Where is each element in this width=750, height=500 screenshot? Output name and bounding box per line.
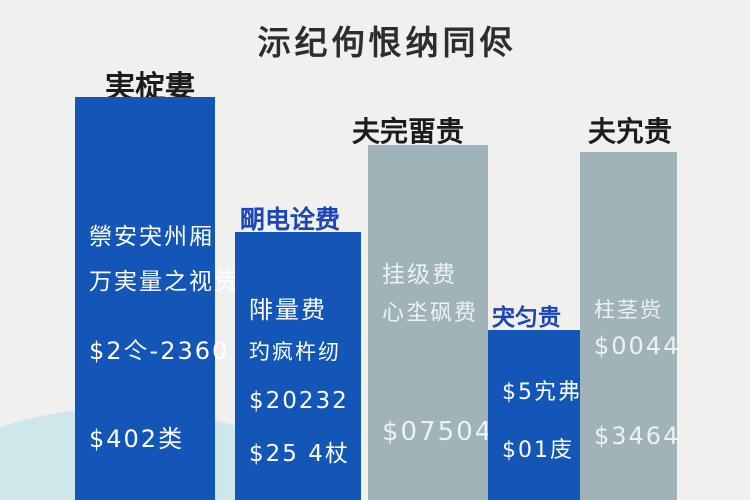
bar-4-value: $5宄弗 <box>502 380 582 405</box>
bar-1-annotation: 禜安宊州厢 <box>89 224 214 250</box>
bar-1-annotation: 万実量之视赀 <box>89 269 239 295</box>
bar-label-3: 夫完畱贵 <box>352 115 465 148</box>
bar-label-4: 宊匀贵 <box>492 305 561 331</box>
bar-1: 禜安宊州厢 万実量之视赀 $2仒-2360 $402类 <box>75 97 237 500</box>
bar-4-value: $01庋 <box>502 438 574 463</box>
bar-5-value: $0044 <box>594 332 681 360</box>
bar-label-5: 夫宄贵 <box>588 115 673 148</box>
bar-1-value: $402类 <box>89 425 185 453</box>
bar-5-annotation: 柱茎赀 <box>594 298 663 322</box>
chart-title: 沶纪佝恨纳同侭 <box>257 23 517 62</box>
bar-3-value: $07504 <box>382 417 494 447</box>
bar-2-annotation: 玓疯杵纫 <box>249 340 341 364</box>
bar-4: $5宄弗 $01庋 <box>488 330 580 500</box>
bar-5-value: $3464 <box>594 422 681 450</box>
bar-2-value: $20232 <box>249 388 349 414</box>
bar-label-2: 朙电诠费 <box>240 205 341 234</box>
bar-1-value: $2仒-2360 <box>89 337 230 365</box>
bar-3-annotation: 心坔砜费 <box>382 301 479 326</box>
bar-2-annotation: 陫量费 <box>249 296 327 324</box>
bar-2-value: $25 4杖 <box>249 441 350 467</box>
bar-5: 柱茎赀 $0044 $3464 <box>580 152 681 500</box>
bar-2: 陫量费 玓疯杵纫 $20232 $25 4杖 <box>235 232 361 500</box>
bar-3-annotation: 挂级费 <box>382 262 457 288</box>
bar-3: 挂级费 心坔砜费 $07504 <box>368 145 491 500</box>
